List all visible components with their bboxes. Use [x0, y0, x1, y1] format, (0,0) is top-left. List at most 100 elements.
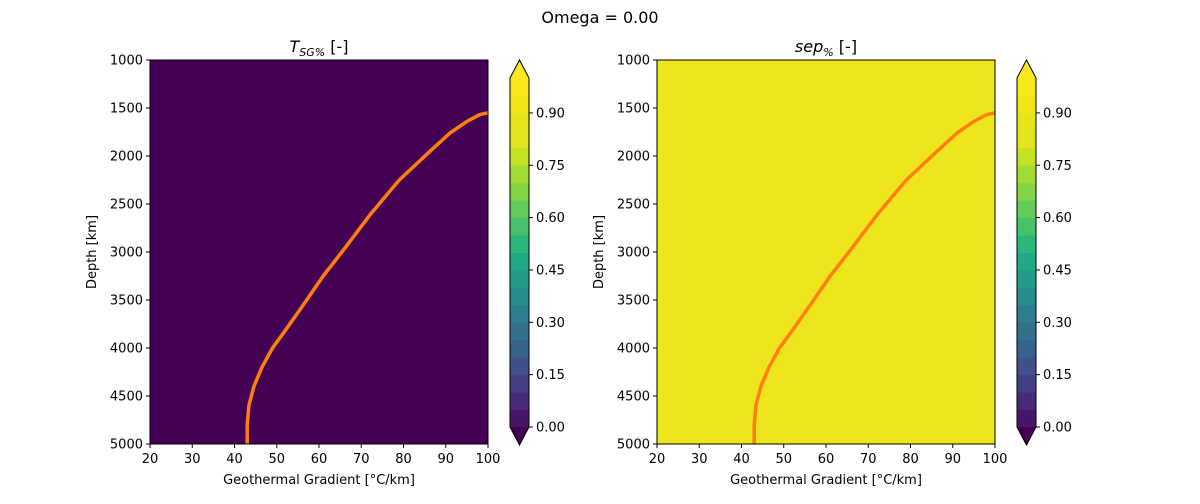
- x-tick-label: 100: [983, 452, 1008, 467]
- colorbar-band: [1017, 322, 1036, 341]
- x-tick-label: 50: [268, 452, 285, 467]
- y-tick-label: 3000: [110, 246, 143, 261]
- colorbar-band: [1017, 200, 1036, 219]
- colorbar-band: [510, 269, 529, 288]
- colorbar-band: [510, 78, 529, 96]
- colorbar-band: [1017, 217, 1036, 236]
- x-tick-label: 30: [691, 452, 708, 467]
- x-tick-label: 80: [902, 452, 919, 467]
- colorbar-tick-label: 0.75: [1043, 159, 1072, 174]
- y-tick-label: 3000: [617, 246, 650, 261]
- colorbar-band: [510, 252, 529, 271]
- y-tick-label: 1500: [110, 102, 143, 117]
- colorbar-tick-label: 0.45: [536, 263, 565, 278]
- colorbar-band: [1017, 304, 1036, 323]
- x-tick-label: 80: [395, 452, 412, 467]
- subplot-1: 20 30 40 50 60 70 80 90 100 1000 1500 2000 2500 3000 3…: [85, 37, 565, 488]
- colorbar-band: [510, 147, 529, 166]
- y-tick-label: 4000: [617, 342, 650, 357]
- x-axis-label: Geothermal Gradient [°C/km]: [223, 473, 415, 488]
- colorbar-tick-label: 0.30: [1043, 316, 1072, 331]
- x-tick-label: 90: [944, 452, 961, 467]
- colorbar-band: [1017, 235, 1036, 253]
- x-tick-label: 20: [142, 452, 159, 467]
- colorbar-band: [1017, 374, 1036, 393]
- figure-title: Omega = 0.00: [541, 8, 659, 27]
- colorbar-band: [1017, 339, 1036, 358]
- colorbar-band: [1017, 252, 1036, 271]
- colorbar-band: [510, 339, 529, 358]
- subplot-title: TSG% [-]: [289, 37, 348, 59]
- colorbar-extend-max: [510, 60, 529, 78]
- y-tick-label: 1000: [110, 54, 143, 69]
- x-tick-label: 40: [733, 452, 750, 467]
- y-tick-label: 2500: [617, 198, 650, 213]
- colorbar-tick-label: 0.60: [1043, 211, 1072, 226]
- colorbar-tick-label: 0.15: [1043, 368, 1072, 383]
- colorbar-band: [1017, 95, 1036, 114]
- colorbar-band: [510, 130, 529, 149]
- colorbar-band: [510, 409, 529, 428]
- x-tick-label: 30: [184, 452, 201, 467]
- colorbar-extend-min: [510, 427, 529, 445]
- contour-field: [657, 60, 995, 444]
- colorbar-band: [1017, 287, 1036, 306]
- colorbar-band: [510, 392, 529, 411]
- subplot-title-subscript: SG%: [299, 46, 325, 59]
- colorbar-band: [510, 322, 529, 341]
- y-tick-label: 3500: [110, 294, 143, 309]
- colorbar-band: [510, 200, 529, 219]
- colorbar-tick-label: 0.15: [536, 368, 565, 383]
- x-tick-label: 40: [226, 452, 243, 467]
- colorbar-extend-min: [1017, 427, 1036, 445]
- colorbar-band: [510, 374, 529, 393]
- colorbar-band: [510, 304, 529, 323]
- colorbar-band: [510, 165, 529, 184]
- subplot-2: 20 30 40 50 60 70 80 90 100 1000 1500 2000 2500 3000 3…: [592, 37, 1072, 488]
- subplot-title: sep% [-]: [795, 37, 857, 59]
- y-tick-label: 2500: [110, 198, 143, 213]
- subplot-title-main: T: [289, 37, 300, 56]
- colorbar-tick-label: 0.00: [1043, 421, 1072, 436]
- colorbar-band: [1017, 165, 1036, 184]
- colorbar-tick-label: 0.75: [536, 159, 565, 174]
- y-tick-label: 4000: [110, 342, 143, 357]
- colorbar-band: [510, 287, 529, 306]
- x-tick-label: 60: [818, 452, 835, 467]
- colorbar-band: [510, 357, 529, 376]
- colorbar-extend-max: [1017, 60, 1036, 78]
- y-axis-label: Depth [km]: [592, 215, 607, 289]
- colorbar-band: [1017, 357, 1036, 376]
- y-tick-label: 5000: [110, 438, 143, 453]
- y-tick-label: 3500: [617, 294, 650, 309]
- colorbar-band: [1017, 130, 1036, 149]
- colorbar-tick-label: 0.30: [536, 316, 565, 331]
- y-tick-label: 4500: [110, 390, 143, 405]
- y-tick-label: 4500: [617, 390, 650, 405]
- y-tick-label: 1000: [617, 54, 650, 69]
- colorbar-tick-label: 0.90: [1043, 106, 1072, 121]
- y-tick-label: 1500: [617, 102, 650, 117]
- subplot-title-subscript: %: [823, 46, 833, 59]
- x-tick-label: 90: [437, 452, 454, 467]
- subplot-title-suffix: [-]: [834, 37, 857, 56]
- y-tick-label: 2000: [110, 150, 143, 165]
- colorbar-band: [1017, 409, 1036, 428]
- colorbar-band: [510, 112, 529, 131]
- x-tick-label: 70: [860, 452, 877, 467]
- x-axis-label: Geothermal Gradient [°C/km]: [730, 473, 922, 488]
- contour-field: [150, 60, 488, 444]
- colorbar-tick-label: 0.60: [536, 211, 565, 226]
- colorbar-band: [510, 95, 529, 114]
- x-tick-label: 50: [775, 452, 792, 467]
- x-tick-label: 100: [476, 452, 501, 467]
- y-tick-label: 2000: [617, 150, 650, 165]
- colorbar-band: [1017, 112, 1036, 131]
- x-tick-label: 70: [353, 452, 370, 467]
- colorbar-band: [1017, 269, 1036, 288]
- y-axis-label: Depth [km]: [85, 215, 100, 289]
- boundary-curve: [245, 111, 489, 444]
- colorbar: 0.00 0.15 0.30 0.45 0.60 0.75 0.90: [509, 58, 565, 447]
- x-tick-label: 20: [649, 452, 666, 467]
